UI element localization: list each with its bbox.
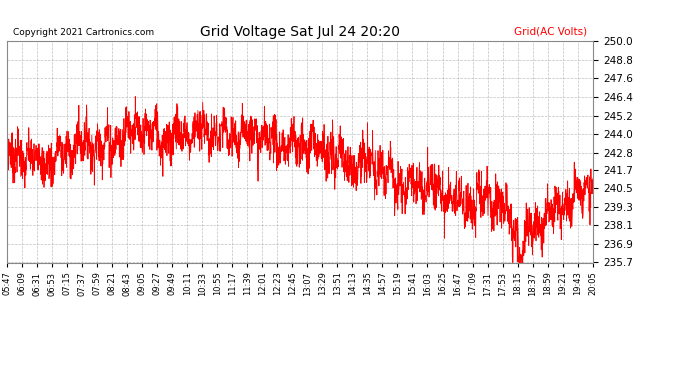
Text: Grid(AC Volts): Grid(AC Volts) xyxy=(515,27,587,37)
Title: Grid Voltage Sat Jul 24 20:20: Grid Voltage Sat Jul 24 20:20 xyxy=(200,25,400,39)
Text: Copyright 2021 Cartronics.com: Copyright 2021 Cartronics.com xyxy=(13,28,154,37)
